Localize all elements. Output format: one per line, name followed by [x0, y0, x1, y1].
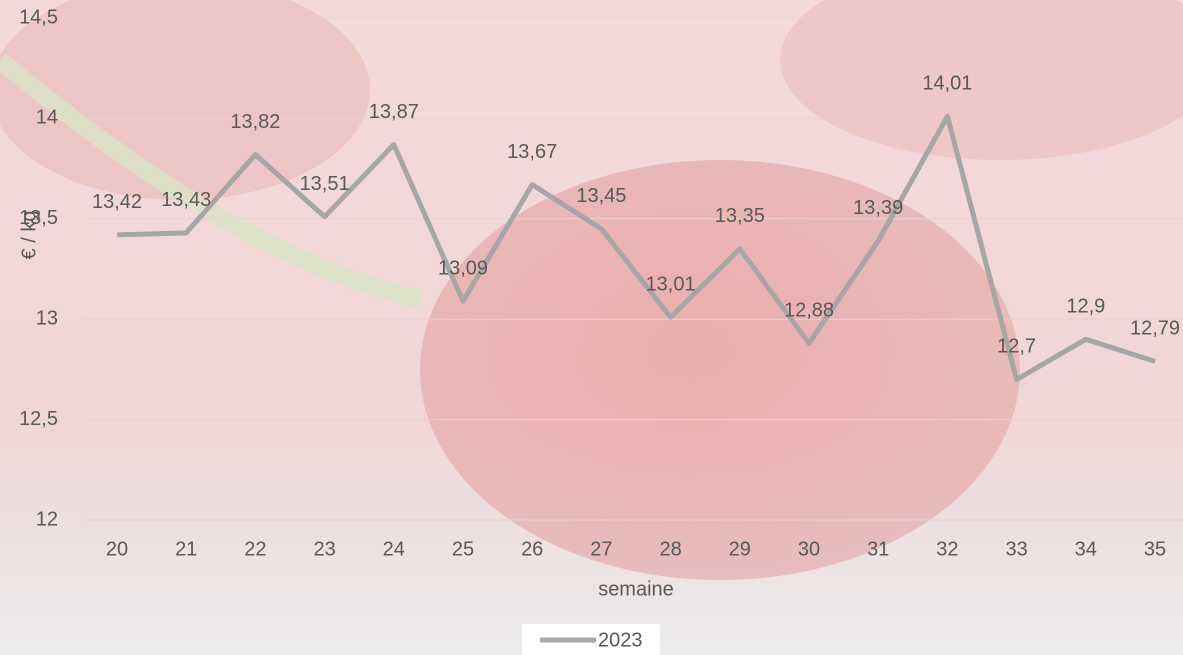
x-tick-label: 25	[452, 538, 474, 560]
plot-area: 12 12,5 13 13,5 14 14,5 20 21 22 23 24 25 26 27 28 29 30…	[19, 6, 1183, 560]
background-stem	[0, 53, 423, 309]
data-label: 12,88	[784, 300, 834, 322]
line-series	[116, 113, 1156, 382]
background-berry	[780, 0, 1183, 160]
x-tick-label: 32	[936, 538, 958, 560]
data-label: 12,7	[997, 336, 1036, 358]
y-tick-label: 12,5	[19, 408, 58, 430]
data-label: 13,82	[230, 111, 280, 133]
data-label: 12,79	[1130, 318, 1180, 340]
x-tick-label: 34	[1075, 538, 1097, 560]
x-axis-title: semaine	[598, 578, 674, 600]
data-label: 13,67	[507, 141, 557, 163]
y-tick-label: 13	[36, 307, 58, 329]
data-label: 13,45	[576, 185, 626, 207]
y-tick-label: 13,5	[19, 207, 58, 229]
data-label: 14,01	[922, 73, 972, 95]
data-label: 13,09	[438, 257, 488, 279]
data-label: 13,87	[369, 101, 419, 123]
x-tick-label: 35	[1144, 538, 1166, 560]
y-tick-label: 14,5	[19, 6, 58, 28]
background-berry	[420, 160, 1020, 580]
data-label: 13,35	[715, 205, 765, 227]
data-label: 13,51	[300, 173, 350, 195]
x-tick-label: 23	[313, 538, 335, 560]
x-tick-label: 33	[1005, 538, 1027, 560]
data-label: 12,9	[1066, 296, 1105, 318]
x-tick-label: 22	[244, 538, 266, 560]
x-tick-label: 31	[867, 538, 889, 560]
legend-label: 2023	[598, 629, 643, 651]
x-tick-label: 29	[729, 538, 751, 560]
data-label: 13,01	[646, 273, 696, 295]
data-label: 13,39	[853, 197, 903, 219]
data-label: 13,43	[161, 189, 211, 211]
x-tick-label: 21	[175, 538, 197, 560]
x-tick-label: 20	[106, 538, 128, 560]
x-tick-label: 27	[590, 538, 612, 560]
background-berry	[0, 0, 370, 200]
y-tick-label: 14	[36, 107, 58, 129]
x-tick-label: 24	[383, 538, 405, 560]
y-tick-label: 12	[36, 508, 58, 530]
x-tick-label: 28	[659, 538, 681, 560]
x-tick-label: 30	[798, 538, 820, 560]
y-axis-title: € / kg	[18, 211, 40, 260]
data-label: 13,42	[92, 191, 142, 213]
x-tick-label: 26	[521, 538, 543, 560]
